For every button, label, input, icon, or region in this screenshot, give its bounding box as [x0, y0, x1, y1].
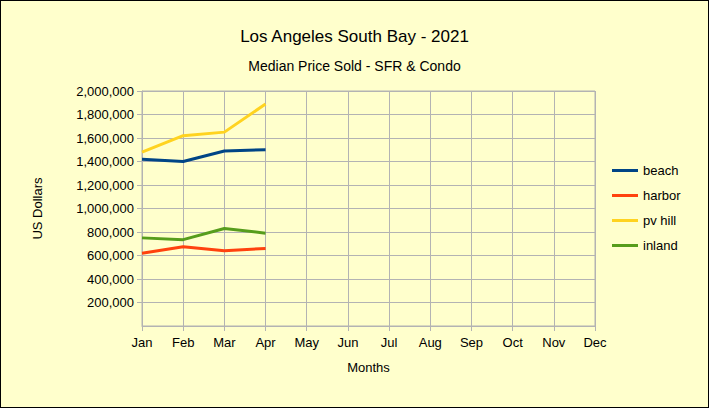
svg-text:1,400,000: 1,400,000	[76, 154, 134, 169]
svg-text:Months: Months	[347, 360, 390, 375]
svg-text:Dec: Dec	[583, 335, 607, 350]
svg-text:400,000: 400,000	[87, 272, 134, 287]
svg-text:pv hill: pv hill	[643, 213, 676, 228]
svg-text:Nov: Nov	[542, 335, 566, 350]
svg-text:200,000: 200,000	[87, 295, 134, 310]
svg-text:Median Price Sold - SFR & Cond: Median Price Sold - SFR & Condo	[248, 58, 461, 74]
svg-text:Los Angeles South Bay - 2021: Los Angeles South Bay - 2021	[240, 27, 469, 46]
svg-text:1,200,000: 1,200,000	[76, 178, 134, 193]
svg-text:1,600,000: 1,600,000	[76, 131, 134, 146]
svg-text:600,000: 600,000	[87, 248, 134, 263]
svg-text:inland: inland	[643, 238, 678, 253]
svg-text:Apr: Apr	[255, 335, 276, 350]
svg-text:Feb: Feb	[172, 335, 194, 350]
svg-text:Sep: Sep	[460, 335, 483, 350]
svg-text:harbor: harbor	[643, 188, 681, 203]
svg-text:Oct: Oct	[503, 335, 524, 350]
svg-text:1,800,000: 1,800,000	[76, 107, 134, 122]
svg-text:Mar: Mar	[213, 335, 236, 350]
svg-text:Jun: Jun	[337, 335, 358, 350]
svg-text:Jul: Jul	[381, 335, 398, 350]
svg-text:May: May	[294, 335, 319, 350]
svg-text:1,000,000: 1,000,000	[76, 201, 134, 216]
svg-text:Jan: Jan	[132, 335, 153, 350]
svg-text:800,000: 800,000	[87, 225, 134, 240]
svg-text:2,000,000: 2,000,000	[76, 84, 134, 99]
svg-text:Aug: Aug	[419, 335, 442, 350]
svg-text:US Dollars: US Dollars	[30, 177, 45, 240]
svg-text:beach: beach	[643, 163, 678, 178]
